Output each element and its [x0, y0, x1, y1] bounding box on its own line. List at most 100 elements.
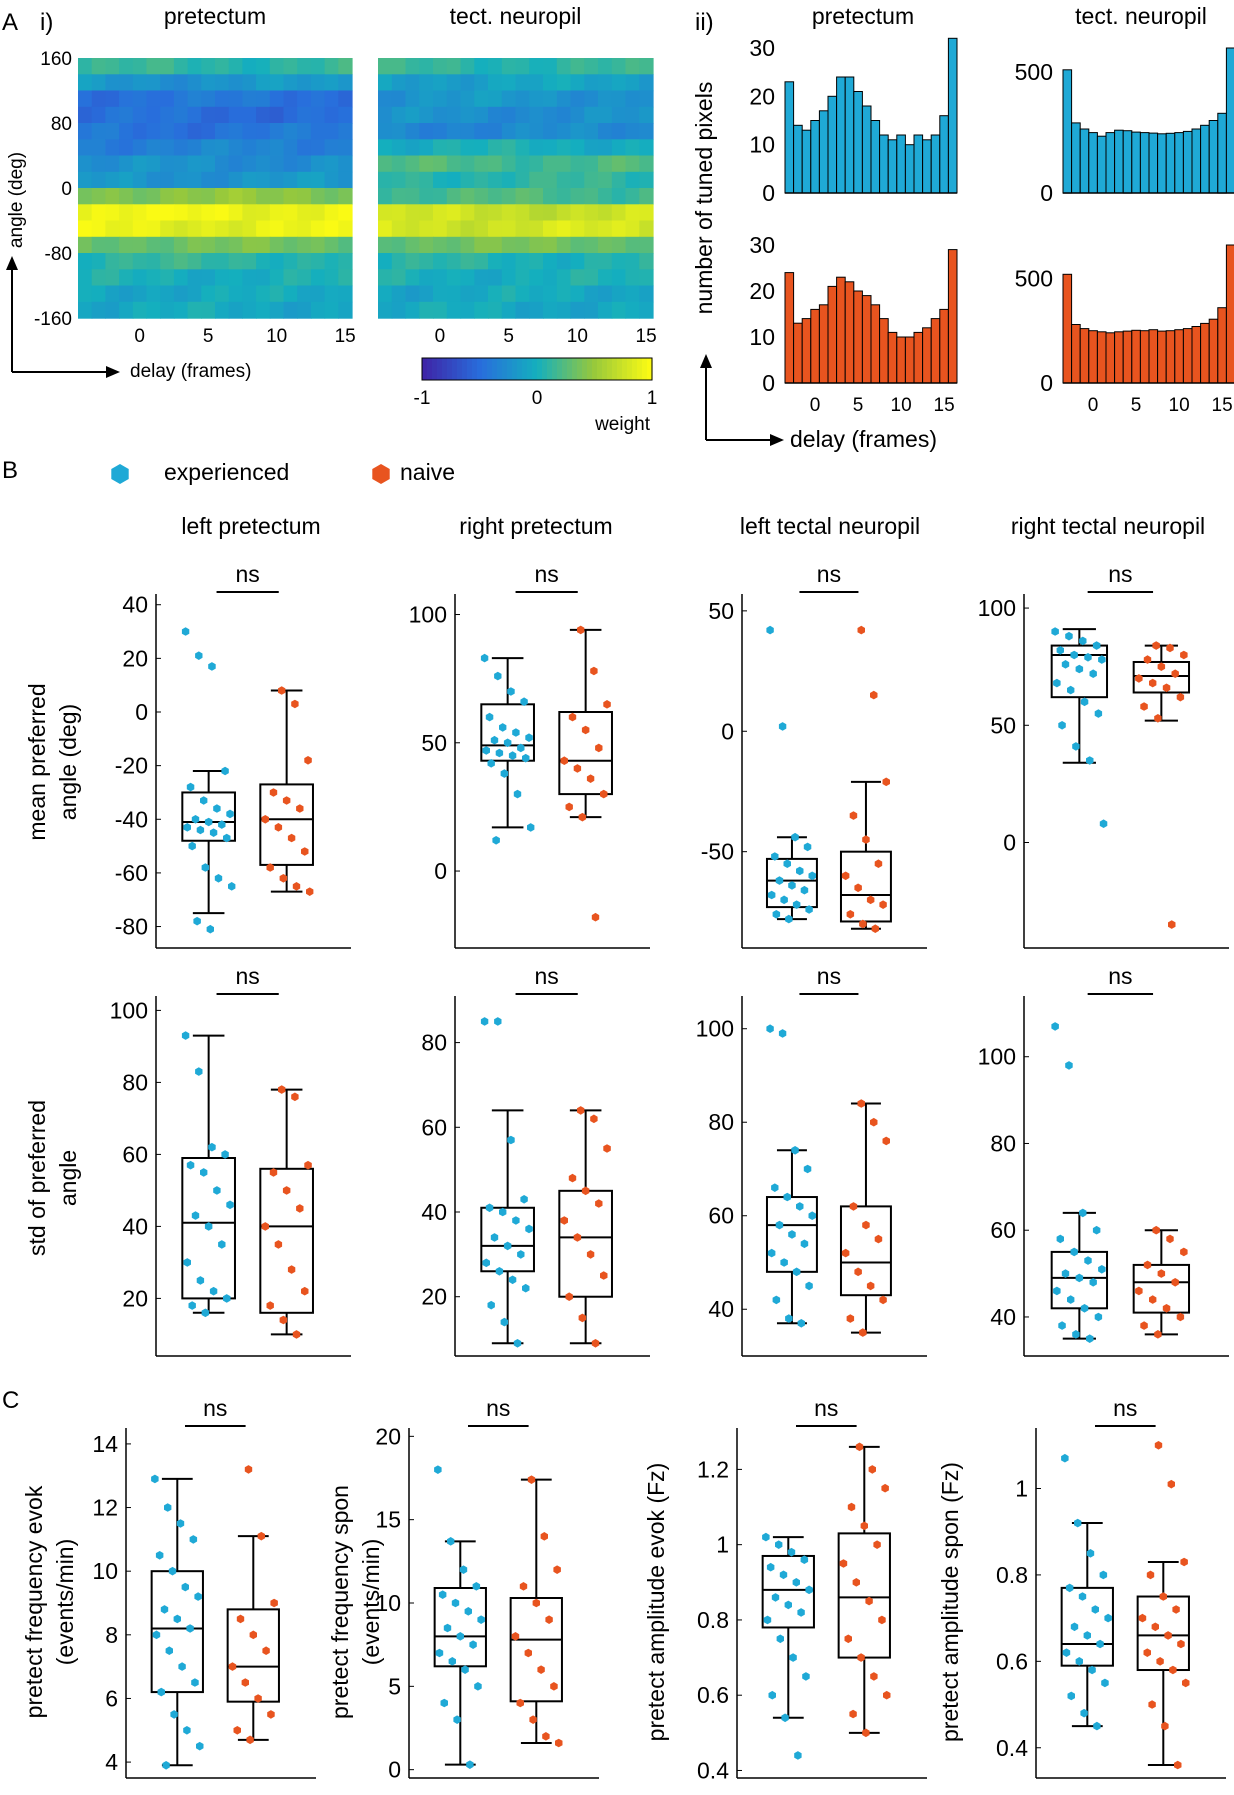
heatmap-cell: [515, 204, 530, 222]
heatmap-cell: [419, 139, 434, 157]
naive-point: [1161, 1721, 1169, 1731]
heatmap-cell: [132, 285, 148, 303]
heatmap-cell: [297, 155, 312, 173]
heatmap-cell: [570, 220, 585, 238]
heatmap-cell: [91, 155, 106, 173]
heatmap-cell: [283, 58, 298, 75]
experienced-point: [155, 1551, 164, 1560]
y-tick-label: 100: [409, 602, 447, 628]
experienced-point: [181, 627, 190, 636]
experienced-point: [785, 1314, 793, 1323]
heatmap-cell: [201, 269, 216, 287]
heatmap-cell: [446, 139, 462, 157]
heatmap-cell: [625, 58, 640, 75]
naive-point: [1182, 1678, 1190, 1688]
naive-point: [857, 1099, 865, 1108]
heatmap-cell: [625, 106, 640, 124]
y-tick-label: -80: [115, 914, 148, 940]
box: [259, 1167, 314, 1314]
heatmap-cell: [173, 155, 189, 173]
experienced-point: [771, 852, 779, 861]
heatmap-cell: [91, 220, 106, 238]
naive-point: [866, 1281, 875, 1291]
heatmap-cell: [460, 253, 475, 270]
box: [226, 1608, 280, 1703]
heatmap-cell: [228, 269, 243, 287]
colorbar-cell: [567, 358, 573, 380]
hist-x-axis-arrowhead: [770, 434, 784, 446]
experienced-point: [482, 1258, 490, 1268]
heatmap-cell: [160, 123, 175, 140]
heatmap-cell: [501, 269, 517, 287]
histogram-y-tick: 20: [749, 83, 775, 109]
heatmap-cell: [598, 220, 613, 238]
experienced-point: [1070, 1622, 1079, 1632]
experienced-point: [1053, 678, 1061, 688]
naive-point: [590, 1114, 598, 1124]
heatmap-cell: [543, 90, 558, 108]
box: [765, 1196, 818, 1273]
heatmap-cell: [269, 171, 285, 189]
heatmap-cell: [639, 204, 654, 222]
heatmap-cell: [324, 220, 339, 238]
heatmap-cell: [625, 171, 640, 189]
heatmap-cell: [228, 236, 243, 254]
heatmap-cell: [570, 204, 585, 222]
heatmap-cell: [146, 90, 161, 108]
heatmap-cell: [78, 155, 93, 173]
heatmap-cell: [283, 204, 298, 222]
heatmap-cell: [611, 58, 627, 75]
heatmap-cell: [256, 269, 271, 287]
legend: experienced naive: [111, 459, 455, 485]
heatmap-cell: [529, 58, 544, 75]
colorbar-cell: [627, 358, 633, 380]
heatmap-cell: [460, 106, 475, 124]
experienced-point: [1086, 1549, 1095, 1558]
experienced-point: [808, 871, 816, 881]
naive-point: [1166, 1234, 1174, 1244]
heatmap-cell: [584, 301, 599, 319]
experienced-point: [1094, 1312, 1103, 1322]
heatmap-cell: [256, 253, 271, 270]
heatmap-cell: [91, 123, 106, 140]
heatmap-cell: [474, 301, 489, 319]
experienced-point: [173, 1614, 181, 1624]
histogram-y-tick: 0: [762, 180, 775, 206]
histogram-bar: [1079, 328, 1090, 384]
heatmap-x-tick: 0: [134, 326, 145, 347]
heatmap-cell: [543, 58, 558, 75]
y-tick-label: -20: [115, 753, 148, 779]
naive-point: [846, 910, 855, 919]
heatmap-cell: [269, 269, 285, 287]
naive-point: [1167, 1479, 1175, 1489]
heatmap-cell: [242, 139, 257, 157]
heatmap-cell: [119, 285, 134, 303]
experienced-point: [1062, 1648, 1071, 1657]
naive-point: [882, 777, 890, 787]
y-tick-label: 60: [122, 1141, 148, 1167]
heatmap-cell: [119, 171, 134, 189]
y-tick-label: 80: [122, 1069, 148, 1095]
naive-point: [1171, 1278, 1179, 1287]
heatmap-cell: [474, 106, 489, 124]
experienced-point: [527, 823, 535, 832]
histogram-bar: [913, 134, 924, 194]
heatmap-cell: [598, 269, 613, 287]
histogram-title: pretectum: [812, 3, 914, 29]
heatmap-cell: [639, 123, 654, 140]
heatmap-cell: [173, 74, 189, 92]
colorbar-cell: [597, 358, 603, 380]
experienced-point: [787, 1547, 796, 1557]
heatmap-cell: [119, 123, 134, 140]
panel-label-a: A: [2, 9, 18, 36]
colorbar-cell: [632, 358, 638, 380]
naive-point: [1159, 1592, 1167, 1601]
heatmap-y-tick: -160: [34, 309, 72, 330]
heatmap-cell: [146, 58, 161, 75]
histogram-bar: [896, 336, 906, 384]
heatmap-cell: [310, 301, 326, 319]
heatmap-cell: [105, 90, 120, 108]
experienced-point: [1080, 1708, 1088, 1718]
heatmap-cell: [269, 188, 285, 205]
